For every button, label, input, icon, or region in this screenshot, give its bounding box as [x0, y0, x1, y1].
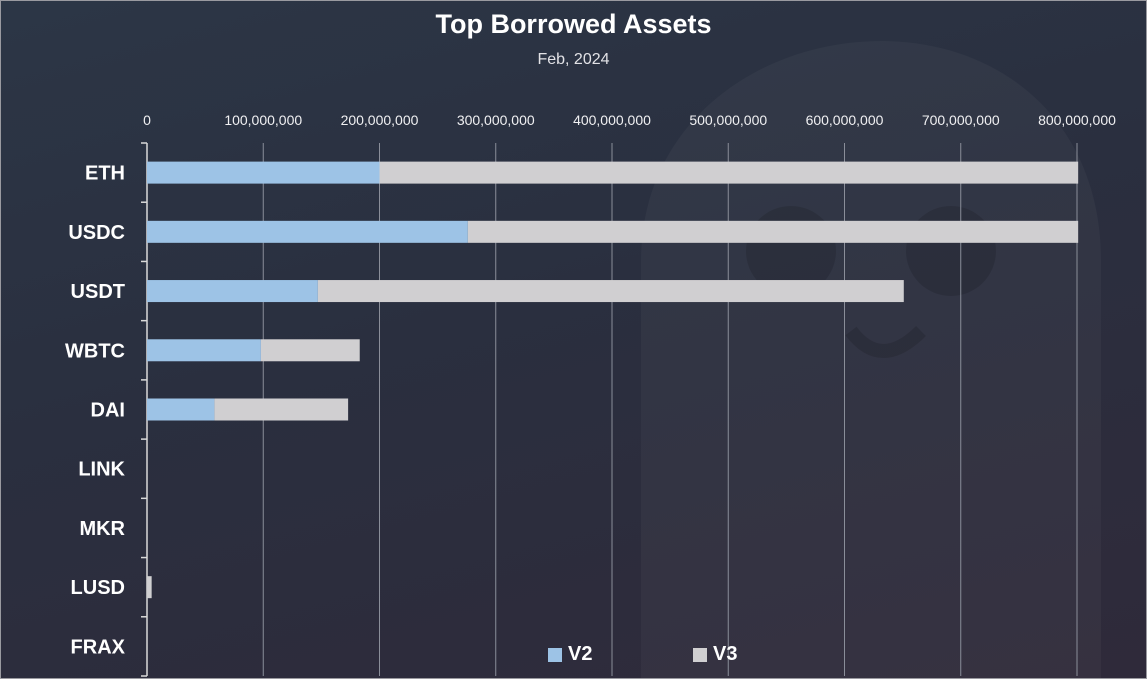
- legend-label-v3: V3: [713, 643, 738, 665]
- bar-v2-dai: [147, 398, 215, 421]
- bar-v2-wbtc: [147, 339, 261, 362]
- chart-subtitle: Feb, 2024: [537, 51, 610, 68]
- category-label: ETH: [85, 163, 125, 185]
- legend-swatch-v2: [548, 647, 562, 662]
- x-tick-label: 200,000,000: [341, 112, 419, 128]
- x-tick-label: 400,000,000: [573, 112, 651, 128]
- x-tick-label: 100,000,000: [224, 112, 302, 128]
- category-label: WBTC: [65, 340, 125, 362]
- category-label: DAI: [91, 400, 125, 422]
- category-label: MKR: [79, 518, 125, 540]
- x-tick-label: 0: [143, 112, 151, 128]
- bar-v3-eth: [379, 161, 1079, 184]
- bar-v3-dai: [214, 398, 349, 421]
- x-tick-label: 500,000,000: [689, 112, 767, 128]
- bar-v2-eth: [147, 161, 380, 184]
- category-label: FRAX: [71, 636, 126, 658]
- category-label: LUSD: [71, 577, 125, 599]
- x-tick-label: 700,000,000: [922, 112, 1000, 128]
- bar-v3-usdt: [317, 280, 904, 303]
- legend-item-v3: V3: [693, 643, 737, 666]
- category-label: USDT: [71, 281, 125, 303]
- bar-v3-wbtc: [260, 339, 360, 362]
- category-label: USDC: [68, 222, 125, 244]
- bar-v2-usdt: [147, 280, 318, 303]
- bar-v3-lusd: [147, 576, 152, 599]
- x-tick-label: 300,000,000: [457, 112, 535, 128]
- chart-title: Top Borrowed Assets: [435, 9, 712, 39]
- legend-label-v2: V2: [568, 643, 593, 665]
- legend-item-v2: V2: [548, 643, 592, 666]
- legend-swatch-v3: [693, 647, 707, 662]
- bar-v2-usdc: [147, 220, 468, 243]
- x-tick-label: 600,000,000: [806, 112, 884, 128]
- category-label: LINK: [78, 459, 125, 481]
- bar-v3-usdc: [467, 220, 1079, 243]
- x-tick-label: 800,000,000: [1038, 112, 1116, 128]
